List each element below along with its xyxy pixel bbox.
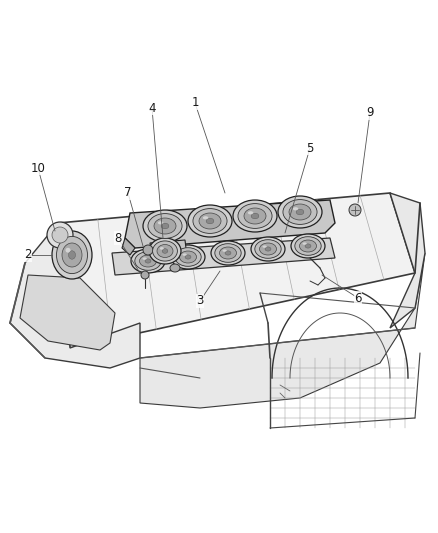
Ellipse shape (135, 252, 161, 270)
Ellipse shape (296, 209, 304, 215)
Polygon shape (150, 240, 187, 261)
Ellipse shape (142, 257, 147, 260)
Text: 4: 4 (148, 101, 156, 115)
Text: 7: 7 (124, 187, 132, 199)
Circle shape (52, 227, 68, 243)
Ellipse shape (305, 244, 311, 248)
Ellipse shape (262, 245, 267, 248)
Ellipse shape (238, 204, 272, 229)
Ellipse shape (303, 243, 307, 245)
Text: 9: 9 (366, 107, 374, 119)
Ellipse shape (251, 237, 285, 261)
Ellipse shape (175, 248, 201, 266)
Ellipse shape (295, 237, 321, 255)
Ellipse shape (251, 213, 259, 219)
Ellipse shape (161, 223, 169, 229)
Polygon shape (112, 238, 335, 275)
Ellipse shape (206, 218, 214, 224)
Ellipse shape (139, 255, 156, 267)
Ellipse shape (57, 237, 88, 273)
Polygon shape (10, 223, 140, 368)
Text: 6: 6 (354, 292, 362, 304)
Ellipse shape (154, 218, 176, 234)
Ellipse shape (300, 240, 317, 252)
Circle shape (47, 222, 73, 248)
Text: 1: 1 (191, 96, 199, 109)
Ellipse shape (145, 259, 151, 263)
Text: 5: 5 (306, 141, 314, 155)
Ellipse shape (152, 241, 177, 261)
Ellipse shape (203, 216, 208, 220)
Circle shape (143, 245, 153, 255)
Ellipse shape (255, 240, 281, 259)
Ellipse shape (289, 204, 311, 220)
Text: 10: 10 (31, 161, 46, 174)
Circle shape (141, 271, 149, 279)
Ellipse shape (215, 244, 241, 262)
Ellipse shape (160, 247, 164, 249)
Polygon shape (140, 253, 425, 408)
Ellipse shape (170, 264, 180, 272)
Ellipse shape (143, 210, 187, 242)
Polygon shape (390, 193, 425, 328)
Ellipse shape (52, 231, 92, 279)
Ellipse shape (185, 255, 191, 259)
Ellipse shape (199, 213, 221, 229)
Ellipse shape (248, 211, 253, 214)
Ellipse shape (265, 247, 271, 251)
Ellipse shape (223, 249, 227, 252)
Ellipse shape (211, 241, 245, 265)
Ellipse shape (66, 248, 71, 253)
Text: 8: 8 (114, 231, 122, 245)
Ellipse shape (188, 205, 232, 237)
Ellipse shape (225, 251, 231, 255)
Ellipse shape (62, 243, 82, 267)
Ellipse shape (148, 214, 182, 238)
Ellipse shape (131, 249, 165, 273)
Polygon shape (58, 193, 415, 348)
Ellipse shape (244, 208, 266, 224)
Ellipse shape (278, 196, 322, 228)
Polygon shape (20, 275, 115, 350)
Circle shape (349, 204, 361, 216)
Ellipse shape (180, 251, 197, 263)
Polygon shape (125, 200, 335, 248)
Ellipse shape (162, 249, 168, 253)
Ellipse shape (183, 253, 187, 256)
Ellipse shape (68, 251, 75, 259)
Ellipse shape (193, 208, 227, 233)
Text: 2: 2 (24, 248, 32, 262)
Ellipse shape (157, 245, 173, 257)
Ellipse shape (233, 200, 277, 232)
Ellipse shape (259, 243, 276, 255)
Ellipse shape (291, 234, 325, 258)
Ellipse shape (171, 245, 205, 269)
Ellipse shape (158, 221, 163, 224)
Ellipse shape (283, 199, 317, 224)
Ellipse shape (149, 238, 181, 264)
Ellipse shape (293, 207, 298, 211)
Ellipse shape (219, 247, 237, 259)
Text: 3: 3 (196, 295, 204, 308)
Polygon shape (122, 238, 135, 255)
